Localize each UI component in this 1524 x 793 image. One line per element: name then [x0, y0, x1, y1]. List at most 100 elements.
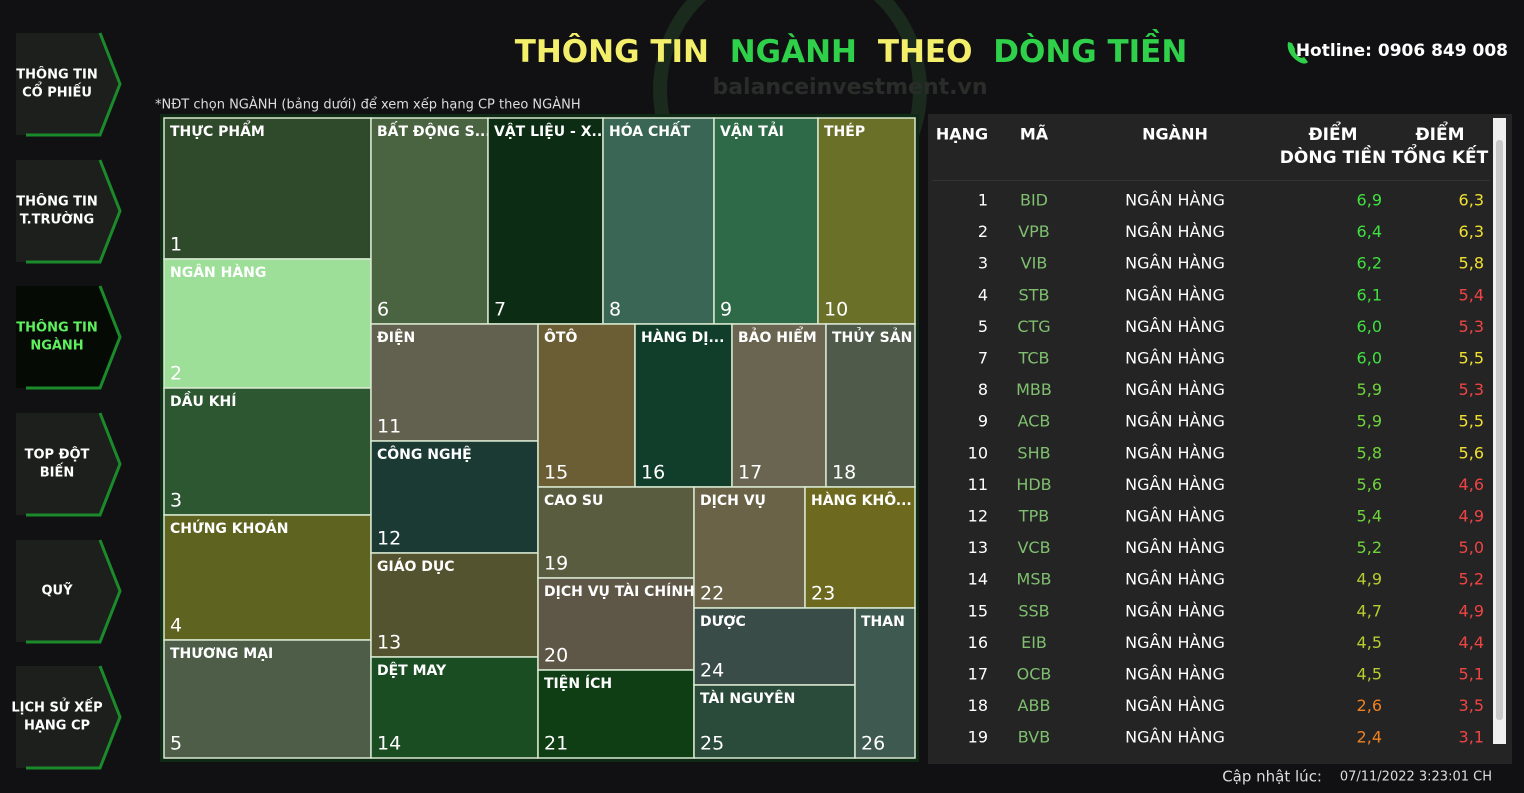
- cell-code[interactable]: MSB: [1017, 570, 1052, 589]
- treemap-tile[interactable]: DỆT MAY 14: [370, 656, 539, 759]
- cell-rank[interactable]: 15: [968, 601, 988, 620]
- cell-total[interactable]: 6,3: [1459, 222, 1484, 241]
- table-row[interactable]: 13 VCB NGÂN HÀNG 5,2 5,0: [968, 538, 1484, 557]
- cell-flow[interactable]: 2,4: [1357, 728, 1382, 747]
- tile-rank[interactable]: 25: [700, 733, 724, 755]
- table-row[interactable]: 3 VIB NGÂN HÀNG 6,2 5,8: [978, 254, 1484, 273]
- tile-label[interactable]: CHỨNG KHOÁN: [170, 519, 288, 537]
- treemap-tile[interactable]: THỰC PHẨM 1: [163, 117, 372, 260]
- cell-total[interactable]: 4,4: [1459, 633, 1484, 652]
- treemap-tile[interactable]: CAO SU 19: [537, 486, 695, 579]
- cell-rank[interactable]: 3: [978, 254, 988, 273]
- cell-sector[interactable]: NGÂN HÀNG: [1125, 349, 1225, 368]
- tile-rect[interactable]: [693, 684, 856, 759]
- cell-rank[interactable]: 4: [978, 285, 988, 304]
- tile-rect[interactable]: [163, 639, 372, 759]
- nav-edge[interactable]: [26, 539, 122, 644]
- tile-rect[interactable]: [693, 607, 856, 686]
- cell-total[interactable]: 4,6: [1459, 475, 1484, 494]
- cell-code[interactable]: ACB: [1018, 412, 1051, 431]
- tile-label[interactable]: HÀNG KHÔ...: [811, 491, 912, 509]
- tile-rank[interactable]: 8: [609, 299, 621, 321]
- cell-flow[interactable]: 4,5: [1357, 633, 1382, 652]
- tile-rank[interactable]: 16: [641, 462, 665, 484]
- tile-rank[interactable]: 18: [832, 462, 856, 484]
- tile-rect[interactable]: [537, 486, 695, 579]
- treemap-tile[interactable]: ÔTÔ 15: [537, 323, 636, 488]
- nav-shape[interactable]: [16, 33, 120, 135]
- tile-rect[interactable]: [370, 117, 489, 325]
- nav-shape[interactable]: [16, 286, 120, 388]
- tile-label[interactable]: THAN: [861, 614, 905, 630]
- cell-code[interactable]: BID: [1020, 191, 1048, 210]
- cell-sector[interactable]: NGÂN HÀNG: [1125, 222, 1225, 241]
- tile-rect[interactable]: [370, 440, 539, 554]
- tile-rect[interactable]: [487, 117, 604, 325]
- cell-flow[interactable]: 5,9: [1357, 380, 1382, 399]
- hotline[interactable]: Hotline: 0906 849 008: [1296, 41, 1508, 61]
- nav-shape[interactable]: [16, 413, 120, 515]
- treemap-tile[interactable]: THỦY SẢN 18: [825, 323, 916, 488]
- table-row[interactable]: 5 CTG NGÂN HÀNG 6,0 5,3: [978, 317, 1484, 336]
- cell-code[interactable]: TPB: [1018, 507, 1049, 526]
- table-row[interactable]: 11 HDB NGÂN HÀNG 5,6 4,6: [968, 475, 1484, 494]
- treemap-tile[interactable]: THƯƠNG MẠI 5: [163, 639, 372, 759]
- tile-label[interactable]: THỦY SẢN: [832, 327, 912, 346]
- cell-rank[interactable]: 13: [968, 538, 988, 557]
- cell-rank[interactable]: 16: [968, 633, 988, 652]
- cell-rank[interactable]: 14: [968, 570, 988, 589]
- cell-rank[interactable]: 11: [968, 475, 988, 494]
- tile-label[interactable]: VẬT LIỆU - X...: [494, 122, 607, 140]
- tile-rank[interactable]: 5: [170, 733, 182, 755]
- nav-label[interactable]: THÔNG TIN: [16, 320, 97, 336]
- cell-code[interactable]: TCB: [1018, 349, 1050, 368]
- cell-sector[interactable]: NGÂN HÀNG: [1125, 254, 1225, 273]
- tile-label[interactable]: HÓA CHẤT: [609, 120, 691, 140]
- tile-rank[interactable]: 1: [170, 234, 182, 256]
- cell-code[interactable]: OCB: [1017, 665, 1052, 684]
- tile-rank[interactable]: 6: [377, 299, 389, 321]
- cell-code[interactable]: MBB: [1016, 380, 1052, 399]
- cell-rank[interactable]: 7: [978, 349, 988, 368]
- tile-rank[interactable]: 21: [544, 733, 568, 755]
- cell-rank[interactable]: 19: [968, 728, 988, 747]
- table-row[interactable]: 7 TCB NGÂN HÀNG 6,0 5,5: [978, 349, 1484, 368]
- tile-label[interactable]: CAO SU: [544, 493, 603, 509]
- table-row[interactable]: 15 SSB NGÂN HÀNG 4,7 4,9: [968, 601, 1484, 620]
- treemap-tile[interactable]: CHỨNG KHOÁN 4: [163, 514, 372, 641]
- tile-rank[interactable]: 19: [544, 553, 568, 575]
- tile-rank[interactable]: 3: [170, 490, 182, 512]
- cell-total[interactable]: 5,2: [1459, 570, 1484, 589]
- treemap-tile[interactable]: HÀNG DỊ... 16: [634, 323, 733, 488]
- cell-total[interactable]: 5,4: [1459, 285, 1484, 304]
- cell-rank[interactable]: 8: [978, 380, 988, 399]
- cell-code[interactable]: VIB: [1021, 254, 1048, 273]
- cell-sector[interactable]: NGÂN HÀNG: [1125, 191, 1225, 210]
- treemap-tile[interactable]: THAN 26: [854, 607, 916, 759]
- tile-rect[interactable]: [804, 486, 916, 609]
- tile-label[interactable]: THỰC PHẨM: [170, 120, 265, 140]
- tile-label[interactable]: CÔNG NGHỆ: [377, 445, 472, 463]
- tile-label[interactable]: THƯƠNG MẠI: [170, 646, 273, 662]
- nav-shape[interactable]: [16, 666, 120, 768]
- nav-button[interactable]: LỊCH SỬ XẾP HẠNG CP: [11, 665, 122, 770]
- tile-rect[interactable]: [537, 577, 695, 671]
- tile-label[interactable]: VẬN TẢI: [720, 121, 784, 140]
- cell-flow[interactable]: 6,4: [1357, 222, 1382, 241]
- treemap-tile[interactable]: BẢO HIỂM 17: [731, 323, 827, 488]
- cell-flow[interactable]: 6,0: [1357, 349, 1382, 368]
- tile-rank[interactable]: 26: [861, 733, 885, 755]
- cell-rank[interactable]: 10: [968, 443, 988, 462]
- nav-edge[interactable]: [26, 665, 122, 770]
- cell-sector[interactable]: NGÂN HÀNG: [1125, 728, 1225, 747]
- cell-rank[interactable]: 5: [978, 317, 988, 336]
- table-row[interactable]: 8 MBB NGÂN HÀNG 5,9 5,3: [978, 380, 1484, 399]
- table-row[interactable]: 1 BID NGÂN HÀNG 6,9 6,3: [978, 191, 1484, 210]
- cell-sector[interactable]: NGÂN HÀNG: [1125, 475, 1225, 494]
- tile-label[interactable]: TÀI NGUYÊN: [700, 690, 795, 707]
- scrollbar-thumb[interactable]: [1496, 140, 1503, 720]
- cell-code[interactable]: SHB: [1017, 443, 1050, 462]
- nav-edge[interactable]: [26, 32, 122, 137]
